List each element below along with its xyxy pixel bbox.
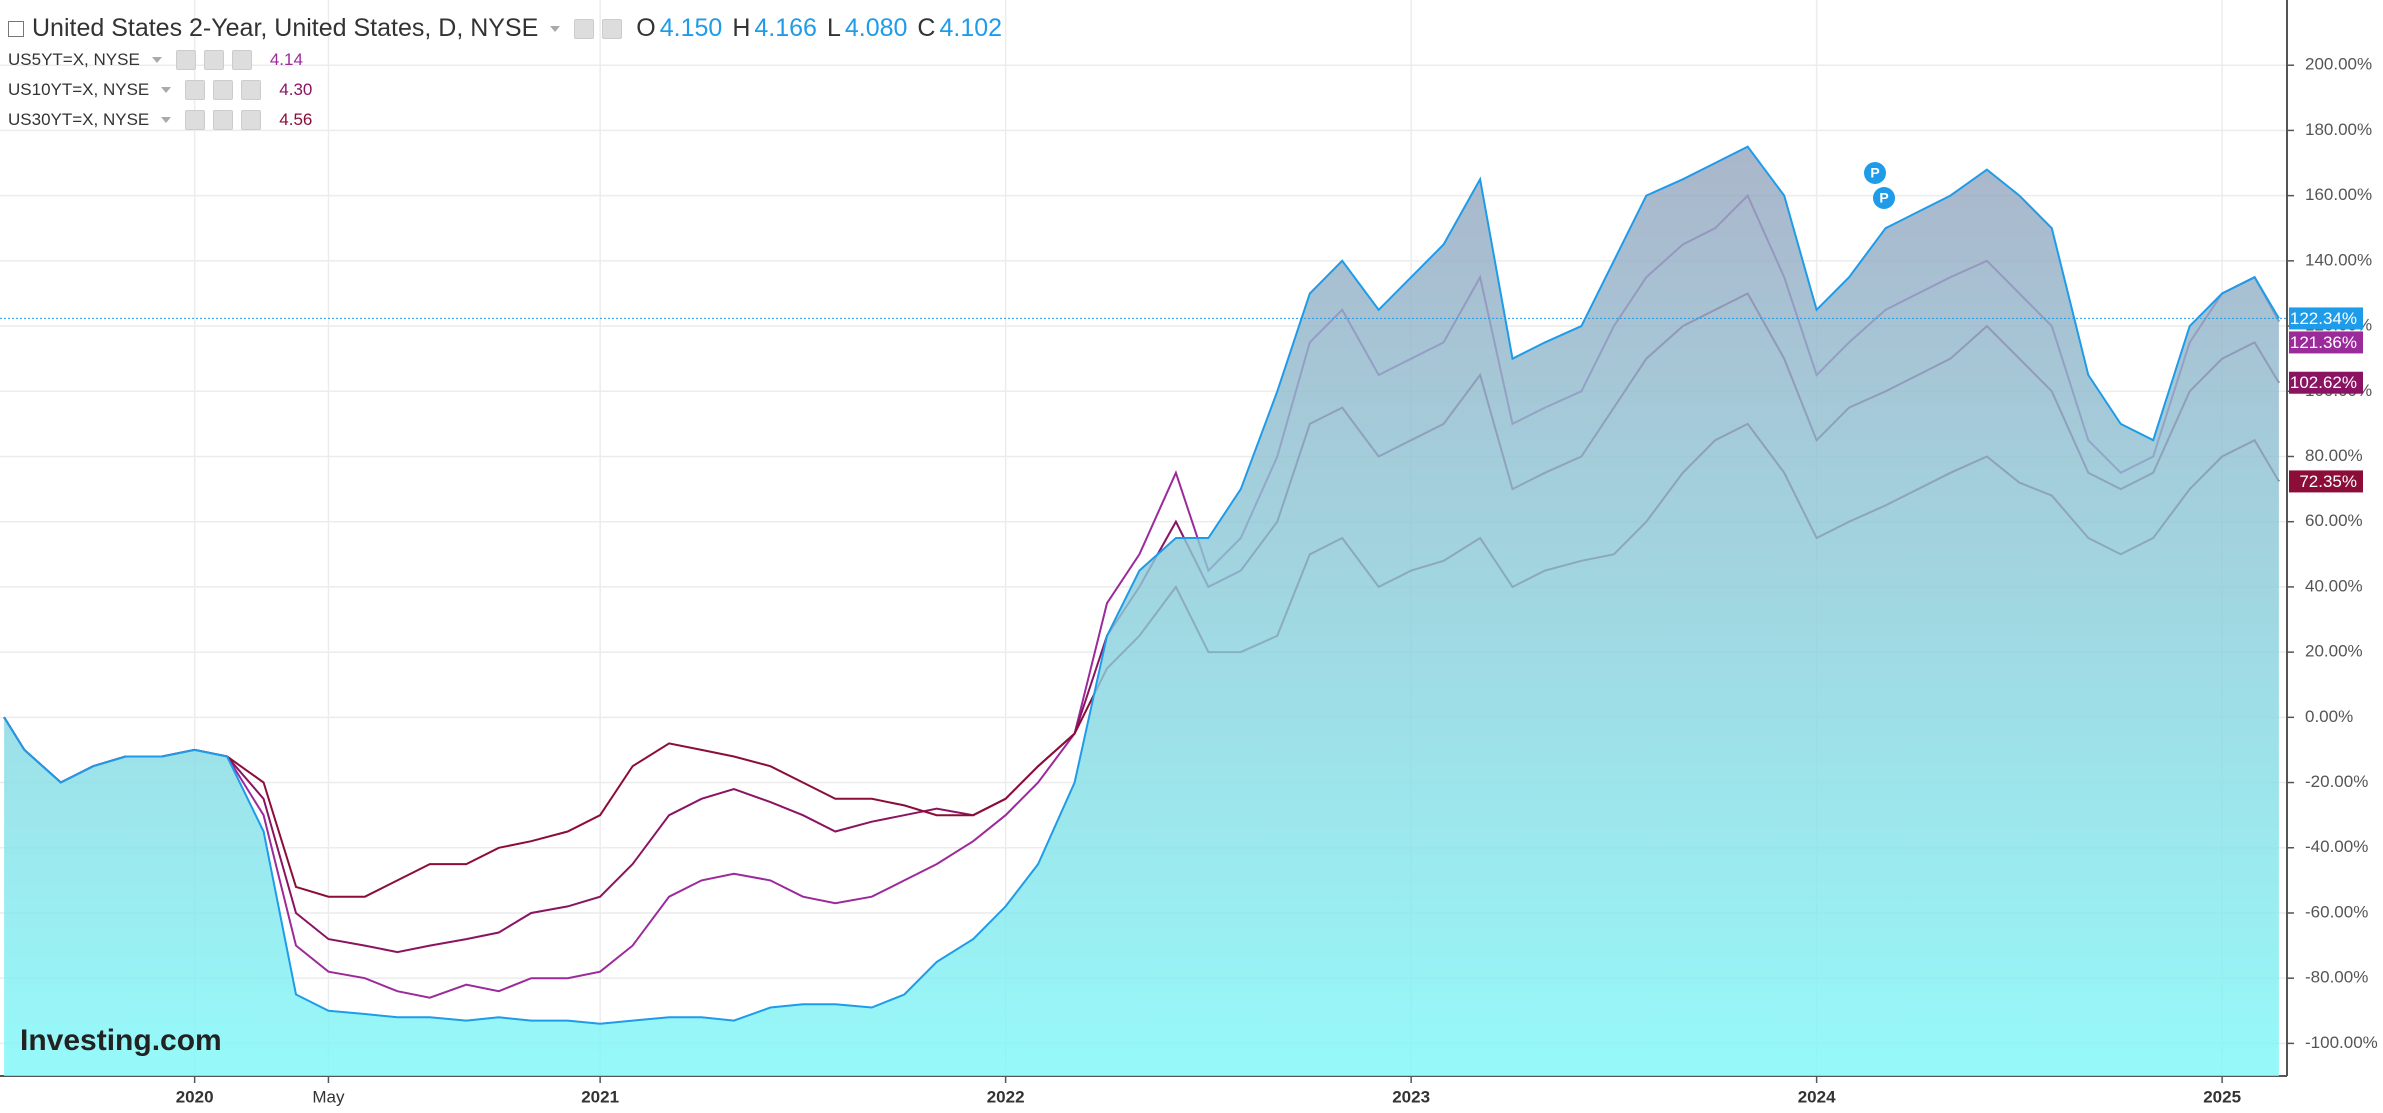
x-tick-label: 2020	[176, 1087, 214, 1106]
end-label: 102.62%	[2290, 373, 2357, 392]
series-area	[4, 146, 2279, 1076]
menu-caret[interactable]	[161, 117, 172, 123]
legend-row: US10YT=X, NYSE 4.30	[8, 80, 312, 100]
end-badge	[2289, 307, 2363, 330]
end-label: 72.35%	[2299, 472, 2357, 491]
y-tick-label: 20.00%	[2305, 642, 2363, 661]
ohlc-value: 4.080	[844, 14, 908, 42]
legend-name: US10YT=X, NYSE	[8, 80, 150, 99]
end-label: 121.36%	[2290, 333, 2357, 352]
settings-icon[interactable]	[602, 18, 623, 39]
ohlc-key: O	[636, 14, 656, 42]
settings-icon[interactable]	[213, 110, 234, 130]
x-tick-label: 2023	[1392, 1087, 1430, 1106]
ohlc-key: H	[732, 14, 751, 42]
ohlc-value: 4.150	[659, 14, 723, 42]
y-tick-label: 160.00%	[2305, 185, 2372, 204]
legend-quote: 4.56	[279, 110, 313, 129]
legend-quote: 4.14	[269, 50, 303, 69]
y-tick-label: -40.00%	[2305, 837, 2368, 856]
x-tick-label: 2022	[987, 1087, 1025, 1106]
menu-caret[interactable]	[161, 87, 172, 93]
legend-row: US30YT=X, NYSE 4.56	[8, 110, 312, 130]
y-tick-label: 60.00%	[2305, 511, 2363, 530]
event-marker	[1873, 187, 1895, 209]
menu-caret[interactable]	[550, 25, 561, 32]
watermark: Investing.com	[20, 1024, 222, 1057]
y-tick-label: 40.00%	[2305, 576, 2363, 595]
x-tick-label: 2025	[2203, 1087, 2241, 1106]
end-badge	[2289, 470, 2363, 493]
legend-quote: 4.30	[279, 80, 313, 99]
y-tick-label: 80.00%	[2305, 446, 2363, 465]
y-tick-label: 180.00%	[2305, 120, 2372, 139]
ohlc-values: O 4.150 H 4.166 L 4.080 C 4.102	[630, 14, 1002, 43]
visibility-icon[interactable]	[574, 18, 595, 39]
event-marker-glyph: P	[1870, 165, 1879, 181]
y-tick-label: 200.00%	[2305, 55, 2372, 74]
close-icon[interactable]	[231, 50, 252, 70]
ohlc-key: L	[826, 14, 841, 42]
series-line	[3, 145, 2280, 1025]
visibility-icon[interactable]	[185, 110, 206, 130]
ohlc-key: C	[917, 14, 936, 42]
y-tick-label: -80.00%	[2305, 968, 2368, 987]
settings-icon[interactable]	[203, 50, 224, 70]
x-tick-label: May	[312, 1087, 345, 1106]
end-badge	[2289, 331, 2363, 354]
visibility-icon[interactable]	[175, 50, 196, 70]
chart-title: United States 2-Year, United States, D, …	[32, 14, 539, 42]
visibility-icon[interactable]	[185, 80, 206, 100]
legend-name: US5YT=X, NYSE	[8, 50, 140, 69]
settings-icon[interactable]	[213, 80, 234, 100]
legend-name: US30YT=X, NYSE	[8, 110, 150, 129]
y-tick-label: -100.00%	[2305, 1033, 2378, 1052]
x-tick-label: 2024	[1798, 1087, 1836, 1106]
menu-caret[interactable]	[151, 57, 162, 63]
y-tick-label: 140.00%	[2305, 250, 2372, 269]
end-label: 122.34%	[2290, 309, 2357, 328]
event-marker-glyph: P	[1879, 190, 1888, 206]
end-badge	[2289, 371, 2363, 394]
ohlc-value: 4.102	[939, 14, 1003, 42]
y-tick-label: 0.00%	[2305, 707, 2353, 726]
ohlc-value: 4.166	[754, 14, 817, 42]
x-tick-label: 2021	[581, 1087, 619, 1106]
close-icon[interactable]	[241, 110, 262, 130]
event-marker	[1864, 162, 1886, 184]
y-tick-label: -60.00%	[2305, 902, 2368, 921]
collapse-icon[interactable]	[8, 20, 24, 37]
close-icon[interactable]	[241, 80, 262, 100]
legend-row: US5YT=X, NYSE 4.14	[8, 50, 303, 70]
y-tick-label: -20.00%	[2305, 772, 2368, 791]
chart-header: United States 2-Year, United States, D, …	[8, 14, 1002, 43]
